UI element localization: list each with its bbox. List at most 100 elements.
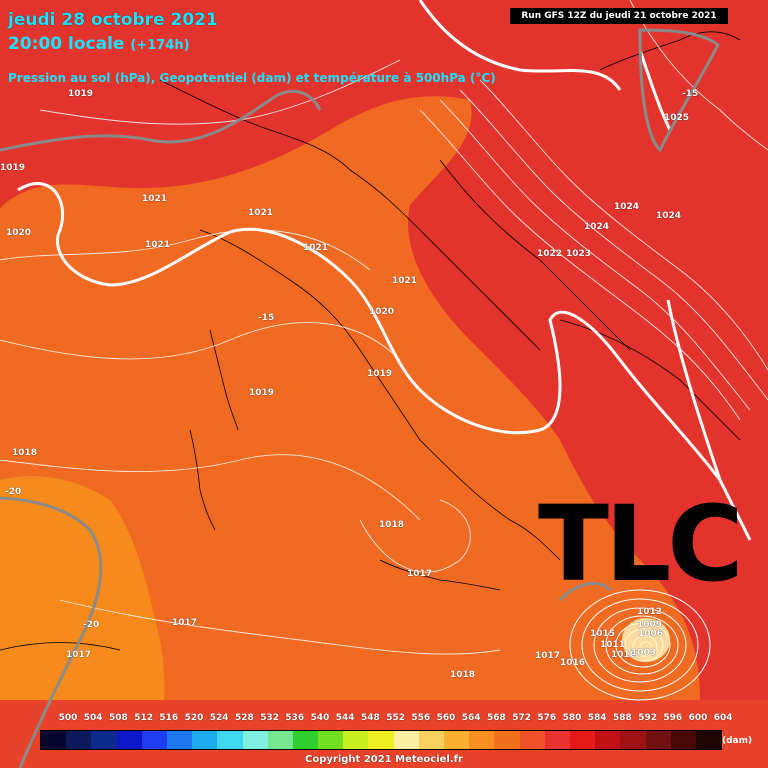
scale-swatch xyxy=(166,731,193,749)
scale-swatch xyxy=(670,731,696,749)
pressure-label: 1019 xyxy=(367,369,393,379)
zone-564-568 xyxy=(0,476,165,768)
pressure-label: 1010 xyxy=(611,650,637,660)
scale-value-label: 584 xyxy=(587,713,607,723)
pressure-label: 1024 xyxy=(656,211,682,221)
pressure-label: 1011 xyxy=(600,640,626,650)
scale-swatch xyxy=(41,731,67,749)
scale-value-label: 588 xyxy=(612,713,632,723)
temperature-label: -15 xyxy=(682,89,699,99)
scale-value-label: 508 xyxy=(108,713,128,723)
scale-value-label: 504 xyxy=(83,713,103,723)
pressure-label: 1019 xyxy=(68,89,94,99)
scale-swatch xyxy=(292,731,319,749)
scale-value-label: 556 xyxy=(411,713,431,723)
pressure-label: 1017 xyxy=(407,569,433,579)
scale-value-label: 528 xyxy=(234,713,254,723)
scale-value-label: 544 xyxy=(335,713,355,723)
scale-swatch xyxy=(494,731,520,749)
scale-swatch xyxy=(242,731,268,749)
isobars xyxy=(0,0,768,655)
scale-value-label: 512 xyxy=(134,713,153,723)
scale-value-label: 576 xyxy=(537,713,557,723)
scale-unit: (dam) xyxy=(722,736,753,746)
scale-value-label: 532 xyxy=(260,713,279,723)
pressure-label: 1018 xyxy=(379,520,405,530)
scale-value-label: 536 xyxy=(285,713,305,723)
scale-value-label: 524 xyxy=(209,713,229,723)
scale-swatch xyxy=(418,731,444,749)
scale-value-label: 568 xyxy=(486,713,506,723)
pressure-label: 1022 xyxy=(537,249,563,259)
pressure-label: 1018 xyxy=(450,670,476,680)
pressure-label: 1024 xyxy=(614,202,640,212)
pressure-label: 1025 xyxy=(664,113,690,123)
scale-values: 500 504 508 512 516 520 524 528 532 536 540 544 548 5… xyxy=(40,713,733,727)
pressure-label: 1021 xyxy=(392,276,418,286)
pressure-label: 1006 xyxy=(638,629,664,639)
pressure-label: 1021 xyxy=(145,240,171,250)
geopotential-lines xyxy=(17,0,752,541)
low-core xyxy=(622,618,670,662)
pressure-label: 1023 xyxy=(566,249,592,259)
temperature-label: -20 xyxy=(5,487,22,497)
scale-value-label: 560 xyxy=(436,713,456,723)
forecast-time-text: 20:00 locale xyxy=(8,34,125,54)
scale-value-label: 604 xyxy=(713,713,733,723)
scale-swatch xyxy=(343,731,369,749)
pressure-label: 1019 xyxy=(0,163,26,173)
scale-swatch xyxy=(217,731,243,749)
run-label: Run GFS 12Z du jeudi 21 octobre 2021 xyxy=(510,8,728,24)
forecast-lead: (+174h) xyxy=(130,38,190,53)
pressure-label: 1020 xyxy=(369,307,395,317)
pressure-label: 1012 xyxy=(637,607,663,617)
scale-value-label: 600 xyxy=(688,713,708,723)
scale-swatch xyxy=(91,731,117,749)
scale-value-label: 580 xyxy=(562,713,582,723)
pressure-label: 1003 xyxy=(631,648,657,658)
scale-swatch xyxy=(368,731,394,749)
scale-value-label: 540 xyxy=(310,713,330,723)
scale-swatch xyxy=(318,731,344,749)
scale-swatch xyxy=(595,731,621,749)
pressure-label: 1019 xyxy=(249,388,275,398)
scale-swatch xyxy=(544,731,570,749)
forecast-time: 20:00 locale (+174h) xyxy=(8,34,190,54)
temperature-label: -20 xyxy=(83,620,100,630)
scale-swatch xyxy=(116,731,142,749)
pressure-label: 1015 xyxy=(590,629,616,639)
forecast-date: jeudi 28 octobre 2021 xyxy=(8,10,218,30)
scale-swatch xyxy=(620,731,646,749)
pressure-label: 1017 xyxy=(172,618,198,628)
scale-swatch xyxy=(519,731,545,749)
scale-value-label: 596 xyxy=(663,713,683,723)
copyright: Copyright 2021 Meteociel.fr xyxy=(305,754,463,765)
temperature-label: -15 xyxy=(258,313,275,323)
scale-value-label: 592 xyxy=(638,713,657,723)
scale-value-label: 500 xyxy=(58,713,78,723)
pressure-label: 1021 xyxy=(248,208,274,218)
pressure-label: 1017 xyxy=(66,650,92,660)
pressure-label: 1018 xyxy=(12,448,38,458)
scale-value-label: 516 xyxy=(159,713,179,723)
scale-swatch xyxy=(141,731,167,749)
scale-value-label: 548 xyxy=(360,713,380,723)
pressure-label: 1016 xyxy=(560,658,586,668)
scale-value-label: 564 xyxy=(461,713,481,723)
scale-swatch xyxy=(393,731,419,749)
isotherms xyxy=(0,28,720,768)
scale-swatch xyxy=(267,731,293,749)
pressure-label: 1024 xyxy=(584,222,610,232)
scale-value-label: 520 xyxy=(184,713,204,723)
color-scale xyxy=(40,730,723,750)
pressure-label: 1017 xyxy=(535,651,561,661)
pressure-label: 1009 xyxy=(637,620,663,630)
pressure-label: 1020 xyxy=(6,228,32,238)
pressure-label: 1021 xyxy=(142,194,168,204)
scale-swatch xyxy=(695,731,722,749)
parameters-caption: Pression au sol (hPa), Geopotentiel (dam… xyxy=(8,71,496,85)
scale-value-label: 552 xyxy=(386,713,405,723)
scale-swatch xyxy=(66,731,92,749)
